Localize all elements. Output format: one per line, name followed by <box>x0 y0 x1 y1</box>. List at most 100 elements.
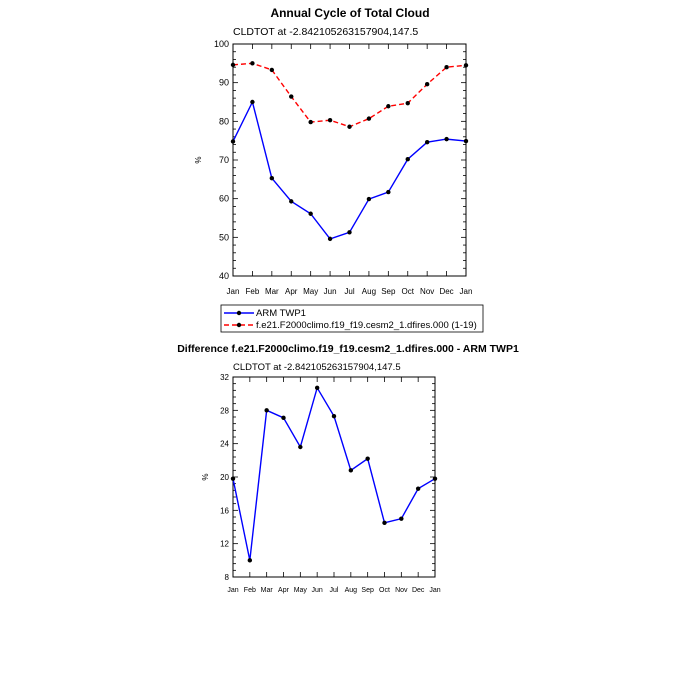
data-point <box>327 236 333 242</box>
y-tick-label: 100 <box>214 39 229 49</box>
data-point <box>327 117 333 123</box>
x-tick-label: Mar <box>265 287 279 296</box>
x-tick-label: Aug <box>345 587 358 594</box>
x-tick-label: Oct <box>379 587 390 594</box>
data-point <box>405 100 410 106</box>
legend-marker-model <box>236 322 242 328</box>
x-tick-label: May <box>294 587 308 594</box>
data-point <box>347 124 352 129</box>
data-point <box>314 385 320 391</box>
data-point <box>347 230 352 235</box>
data-point <box>386 189 391 195</box>
y-tick-label: 50 <box>219 232 229 242</box>
legend-marker-obs <box>236 310 242 316</box>
chart1-plot-frame <box>232 43 467 277</box>
data-point <box>250 99 255 105</box>
x-tick-label: Jan <box>227 587 238 594</box>
chart2-plot-frame <box>232 376 436 578</box>
data-point <box>444 136 449 142</box>
data-point <box>432 476 438 481</box>
data-point <box>405 157 410 162</box>
x-tick-label: May <box>303 287 318 296</box>
y-tick-label: 16 <box>220 506 229 515</box>
legend-box <box>220 304 484 333</box>
x-tick-label: Feb <box>244 587 256 594</box>
chart2-series <box>230 385 438 563</box>
x-tick-label: Oct <box>402 287 415 296</box>
x-tick-label: Jul <box>330 587 339 594</box>
data-point <box>308 211 313 216</box>
y-tick-label: 12 <box>220 540 229 549</box>
y-tick-label: 20 <box>220 473 229 482</box>
data-point <box>289 94 294 99</box>
chart2-x-axis: Jan Feb Mar Apr May Jun Jul Aug Sep Oct Nov Dec Jan <box>227 377 441 594</box>
data-point <box>382 520 387 526</box>
chart2-subtitle: CLDTOT at -2.842105263157904,147.5 <box>233 362 401 373</box>
data-point <box>463 138 469 144</box>
chart1-title: Annual Cycle of Total Cloud <box>270 6 429 20</box>
series-line-0 <box>232 99 467 240</box>
difference-chart: Difference f.e21.F2000climo.f19_f19.cesm… <box>177 343 519 594</box>
data-point <box>264 408 269 413</box>
x-tick-label: Jan <box>460 287 473 296</box>
data-point <box>230 62 236 68</box>
data-point <box>366 116 372 121</box>
data-point <box>250 61 255 66</box>
data-point <box>463 63 469 68</box>
x-tick-label: Sep <box>361 587 374 594</box>
data-point <box>230 139 236 144</box>
chart1-legend: ARM TWP1 f.e21.F2000climo.f19_f19.cesm2_… <box>220 304 484 333</box>
data-point <box>247 558 253 563</box>
x-tick-label: Jul <box>344 287 354 296</box>
chart2-ylabel: % <box>201 473 210 480</box>
chart1-series <box>230 61 469 242</box>
chart1-ylabel: % <box>194 156 203 163</box>
data-point <box>399 516 404 521</box>
data-point <box>365 456 370 461</box>
chart1-subtitle: CLDTOT at -2.842105263157904,147.5 <box>233 26 418 38</box>
legend-label-model: f.e21.F2000climo.f19_f19.cesm2_1.dfires.… <box>256 320 477 331</box>
y-tick-label: 70 <box>219 155 229 165</box>
data-point <box>281 415 286 421</box>
x-tick-label: Jan <box>227 287 240 296</box>
data-point <box>269 67 275 73</box>
data-point <box>386 104 391 109</box>
series-line-1 <box>232 62 467 128</box>
chart2-title: Difference f.e21.F2000climo.f19_f19.cesm… <box>177 343 519 355</box>
series-line-0 <box>232 386 436 561</box>
legend-label-obs: ARM TWP1 <box>256 308 306 319</box>
chart2-y-axis: 8 12 16 20 24 28 32 <box>220 373 435 582</box>
data-point <box>366 196 372 202</box>
data-point <box>444 65 449 70</box>
x-tick-label: Dec <box>439 287 453 296</box>
x-tick-label: Apr <box>285 287 298 296</box>
x-tick-label: Sep <box>381 287 396 296</box>
y-tick-label: 8 <box>225 573 230 582</box>
y-tick-label: 60 <box>219 194 229 204</box>
data-point <box>308 119 313 125</box>
x-tick-label: Apr <box>278 587 290 594</box>
data-point <box>424 82 430 87</box>
chart1-y-axis: 40 50 60 70 80 90 100 <box>214 39 466 281</box>
x-tick-label: Nov <box>420 287 434 296</box>
y-tick-label: 80 <box>219 116 229 126</box>
data-point <box>424 140 430 145</box>
x-tick-label: Jan <box>429 587 440 594</box>
chart1-x-axis: Jan Feb Mar Apr May Jun Jul Aug Sep Oct Nov Dec Jan <box>227 44 473 296</box>
y-tick-label: 28 <box>220 406 229 415</box>
data-point <box>415 486 421 491</box>
data-point <box>298 444 303 450</box>
x-tick-label: Jun <box>312 587 323 594</box>
data-point <box>289 199 294 204</box>
x-tick-label: Aug <box>362 287 376 296</box>
x-tick-label: Nov <box>395 587 408 594</box>
data-point <box>269 175 275 181</box>
y-tick-label: 90 <box>219 78 229 88</box>
data-point <box>230 476 236 481</box>
x-tick-label: Dec <box>412 587 425 594</box>
x-tick-label: Jun <box>324 287 337 296</box>
y-tick-label: 24 <box>220 440 229 449</box>
data-point <box>348 468 354 473</box>
y-tick-label: 40 <box>219 271 229 281</box>
